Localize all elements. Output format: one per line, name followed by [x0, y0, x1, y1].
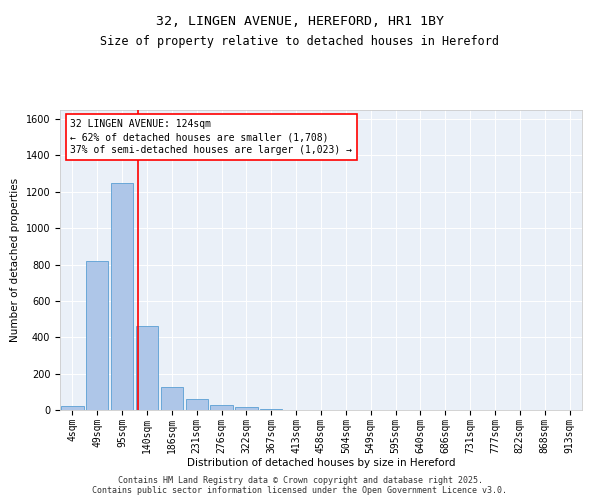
- Text: Size of property relative to detached houses in Hereford: Size of property relative to detached ho…: [101, 35, 499, 48]
- Bar: [260, 408, 283, 410]
- Bar: [111, 183, 133, 410]
- X-axis label: Distribution of detached houses by size in Hereford: Distribution of detached houses by size …: [187, 458, 455, 468]
- Bar: [235, 406, 257, 410]
- Text: 32, LINGEN AVENUE, HEREFORD, HR1 1BY: 32, LINGEN AVENUE, HEREFORD, HR1 1BY: [156, 15, 444, 28]
- Text: Contains HM Land Registry data © Crown copyright and database right 2025.
Contai: Contains HM Land Registry data © Crown c…: [92, 476, 508, 495]
- Y-axis label: Number of detached properties: Number of detached properties: [10, 178, 20, 342]
- Bar: [185, 400, 208, 410]
- Bar: [211, 406, 233, 410]
- Bar: [86, 261, 109, 410]
- Bar: [136, 326, 158, 410]
- Text: 32 LINGEN AVENUE: 124sqm
← 62% of detached houses are smaller (1,708)
37% of sem: 32 LINGEN AVENUE: 124sqm ← 62% of detach…: [70, 119, 352, 156]
- Bar: [61, 406, 83, 410]
- Bar: [161, 386, 183, 410]
